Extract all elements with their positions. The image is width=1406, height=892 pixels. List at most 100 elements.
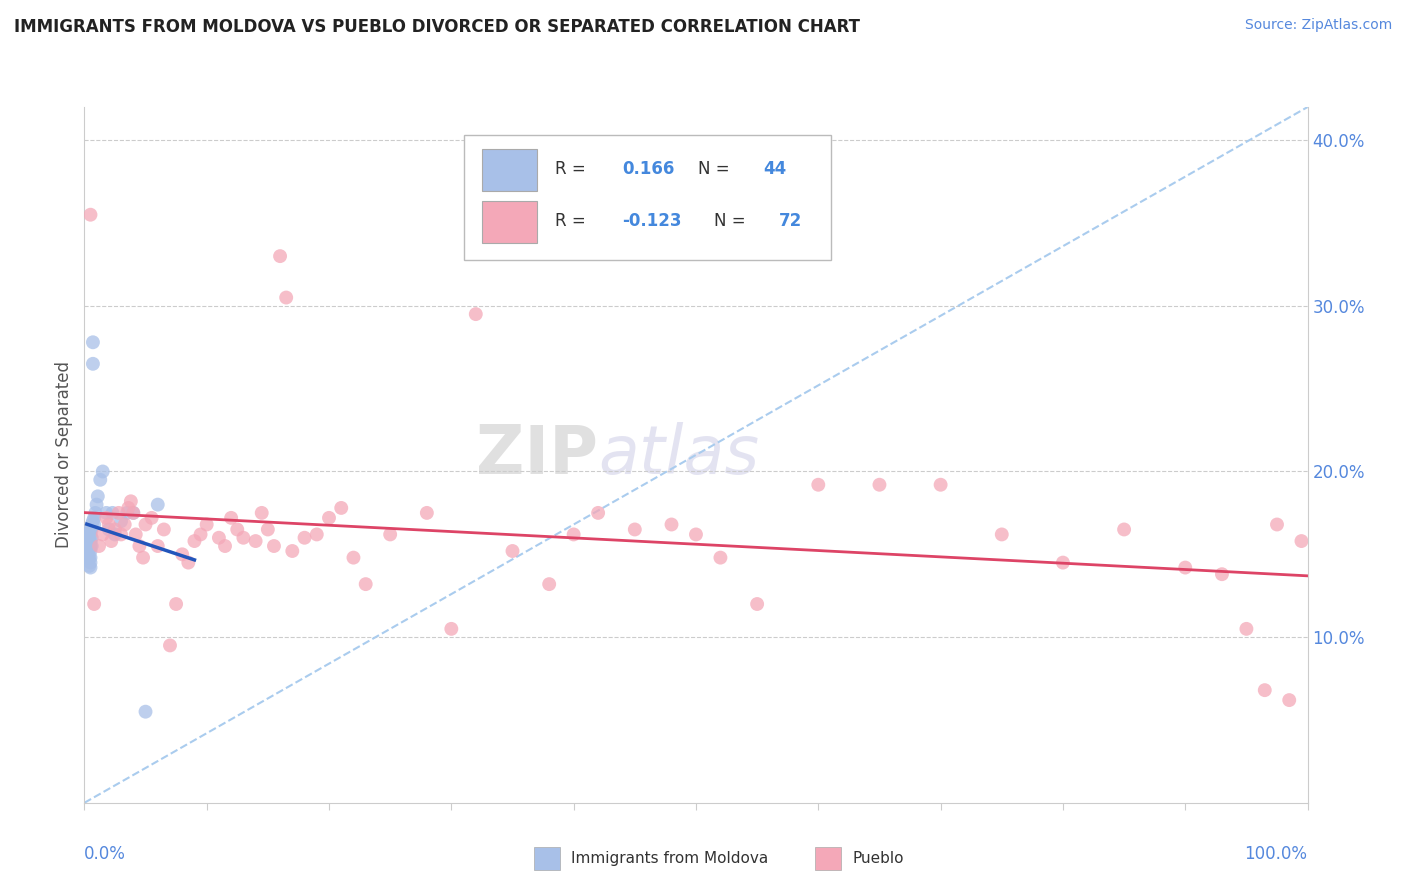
Point (177, 556, 200, 570)
Point (97, 517, 120, 532)
Point (1211, 567, 1233, 582)
Bar (482, 149, 537, 191)
Point (86, 498, 108, 512)
Point (114, 517, 136, 532)
Point (120, 494, 142, 508)
Point (172, 547, 194, 561)
Point (77, 542, 100, 557)
Point (464, 307, 486, 321)
Point (153, 523, 176, 537)
Text: N =: N = (714, 212, 751, 230)
Point (269, 249, 291, 263)
Point (380, 527, 402, 541)
Point (135, 705, 157, 719)
Point (110, 514, 132, 528)
Point (747, 597, 769, 611)
Point (104, 523, 127, 537)
Point (1254, 683, 1277, 698)
Point (77, 544, 100, 558)
Point (709, 550, 731, 565)
Point (79, 523, 101, 537)
Point (195, 517, 218, 532)
Point (146, 539, 169, 553)
Point (562, 527, 585, 541)
Point (1278, 693, 1301, 707)
Text: N =: N = (699, 160, 735, 178)
Point (135, 517, 157, 532)
Bar (482, 201, 537, 243)
Point (214, 539, 236, 553)
Point (128, 539, 150, 553)
Point (159, 639, 181, 653)
Point (83, 511, 105, 525)
Point (76, 547, 98, 561)
Point (281, 544, 304, 558)
Point (96, 506, 118, 520)
Point (257, 523, 280, 537)
Point (80, 531, 103, 545)
Point (685, 527, 707, 541)
Point (416, 506, 439, 520)
Point (330, 500, 353, 515)
Point (1236, 622, 1258, 636)
Point (929, 477, 952, 491)
Point (77, 550, 100, 565)
Point (538, 577, 561, 591)
Point (117, 500, 139, 515)
Point (250, 506, 273, 520)
Text: R =: R = (555, 212, 592, 230)
Point (1291, 534, 1313, 549)
Point (82, 514, 104, 528)
Point (91, 527, 114, 541)
Point (77, 534, 100, 549)
Point (77, 534, 100, 549)
Point (991, 527, 1014, 541)
Point (245, 534, 267, 549)
Y-axis label: Divorced or Separated: Divorced or Separated (55, 361, 73, 549)
Text: ZIP: ZIP (477, 422, 598, 488)
Point (87, 539, 110, 553)
Point (79, 556, 101, 570)
Point (76, 539, 98, 553)
Point (87, 489, 110, 503)
Point (79, 527, 101, 541)
Point (122, 506, 145, 520)
Text: IMMIGRANTS FROM MOLDOVA VS PUEBLO DIVORCED OR SEPARATED CORRELATION CHART: IMMIGRANTS FROM MOLDOVA VS PUEBLO DIVORC… (14, 18, 860, 36)
Point (79, 208, 101, 222)
Point (79, 534, 101, 549)
FancyBboxPatch shape (464, 135, 831, 260)
Point (183, 534, 205, 549)
Point (97, 523, 120, 537)
Point (1174, 560, 1197, 574)
Point (77, 539, 100, 553)
Point (122, 506, 145, 520)
Point (1052, 556, 1074, 570)
Point (77, 527, 100, 541)
Text: 72: 72 (779, 212, 803, 230)
Point (79, 539, 101, 553)
Point (107, 506, 129, 520)
Point (89, 473, 111, 487)
Point (100, 534, 122, 549)
Point (82, 357, 104, 371)
Point (83, 517, 105, 532)
Point (76, 531, 98, 545)
Text: R =: R = (555, 160, 592, 178)
Point (101, 506, 124, 520)
Point (84, 506, 107, 520)
Point (104, 527, 127, 541)
Text: 44: 44 (763, 160, 786, 178)
Point (125, 527, 148, 541)
Point (1265, 517, 1288, 532)
Point (115, 506, 138, 520)
Point (96, 511, 118, 525)
Point (80, 523, 103, 537)
Point (232, 531, 254, 545)
Point (77, 525, 100, 540)
Point (440, 622, 463, 636)
Point (77, 550, 100, 565)
Point (80, 517, 103, 532)
Text: Immigrants from Moldova: Immigrants from Moldova (571, 851, 768, 866)
Point (190, 527, 212, 541)
Point (318, 511, 340, 525)
